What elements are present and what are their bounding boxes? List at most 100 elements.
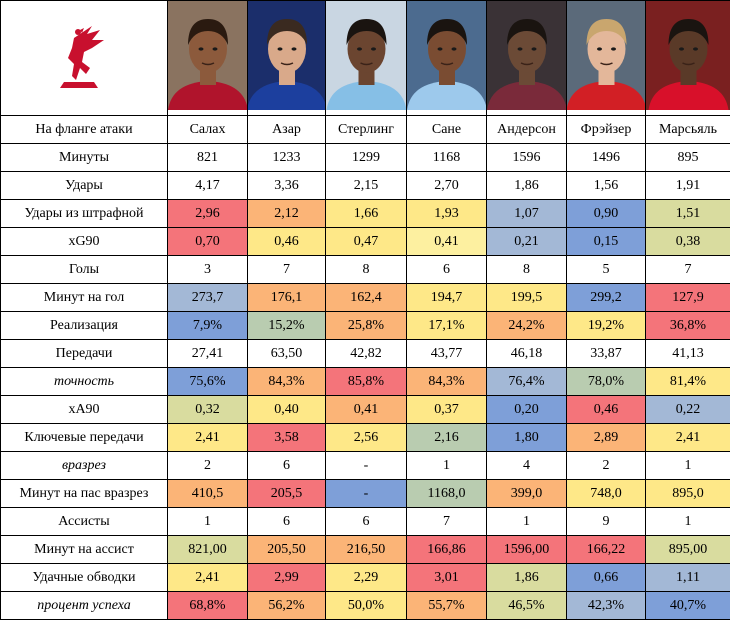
stat-cell: 68,8% <box>168 592 248 620</box>
stat-cell: 3 <box>168 256 248 284</box>
stat-cell: 6 <box>407 256 487 284</box>
stat-cell: 6 <box>248 508 326 536</box>
player-photo-cell <box>567 1 646 116</box>
stat-cell: 55,7% <box>407 592 487 620</box>
stat-cell: 7 <box>646 256 730 284</box>
stat-label: Голы <box>1 256 168 284</box>
stat-cell: 7,9% <box>168 312 248 340</box>
stat-cell: 0,47 <box>326 228 407 256</box>
stat-cell: 895 <box>646 144 730 172</box>
stat-cell: 1 <box>646 452 730 480</box>
stat-cell: 2 <box>567 452 646 480</box>
stat-cell: 0,20 <box>487 396 567 424</box>
stat-cell: 15,2% <box>248 312 326 340</box>
stat-cell: 2,70 <box>407 172 487 200</box>
stat-cell: 0,40 <box>248 396 326 424</box>
stat-cell: 0,46 <box>567 396 646 424</box>
stat-label: Удары из штрафной <box>1 200 168 228</box>
stat-cell: 0,32 <box>168 396 248 424</box>
stat-cell: 1168 <box>407 144 487 172</box>
stat-label: вразрез <box>1 452 168 480</box>
stat-cell: 2,15 <box>326 172 407 200</box>
stat-cell: 0,66 <box>567 564 646 592</box>
stat-cell: 1,66 <box>326 200 407 228</box>
player-photo-cell <box>487 1 567 116</box>
stat-label: Передачи <box>1 340 168 368</box>
stat-cell: 194,7 <box>407 284 487 312</box>
stat-cell: 1,80 <box>487 424 567 452</box>
stat-cell: 0,22 <box>646 396 730 424</box>
stat-cell: 205,50 <box>248 536 326 564</box>
stat-cell: 2,99 <box>248 564 326 592</box>
player-name: Сане <box>407 116 487 144</box>
liverbird-icon <box>54 18 114 98</box>
stat-cell: 33,87 <box>567 340 646 368</box>
player-name: Марсьяль <box>646 116 730 144</box>
stat-cell: 0,37 <box>407 396 487 424</box>
stat-cell: 2,41 <box>646 424 730 452</box>
player-name: Андерсон <box>487 116 567 144</box>
stat-cell: 2,41 <box>168 564 248 592</box>
player-photo-cell <box>168 1 248 116</box>
stat-label: Минут на гол <box>1 284 168 312</box>
stat-cell: 0,46 <box>248 228 326 256</box>
stat-cell: 748,0 <box>567 480 646 508</box>
stat-cell: 8 <box>487 256 567 284</box>
stat-cell: - <box>326 452 407 480</box>
stat-cell: 1596,00 <box>487 536 567 564</box>
stat-label: xA90 <box>1 396 168 424</box>
stat-cell: 1 <box>646 508 730 536</box>
stat-label: Удачные обводки <box>1 564 168 592</box>
stat-label: точность <box>1 368 168 396</box>
stat-cell: 17,1% <box>407 312 487 340</box>
stat-cell: 1,11 <box>646 564 730 592</box>
header-row-label: На фланге атаки <box>1 116 168 144</box>
player-photo <box>487 1 567 110</box>
stat-cell: 6 <box>326 508 407 536</box>
stat-cell: 1168,0 <box>407 480 487 508</box>
stat-cell: 2,96 <box>168 200 248 228</box>
player-photo <box>646 1 730 110</box>
stat-cell: 3,36 <box>248 172 326 200</box>
stat-label: Минуты <box>1 144 168 172</box>
stat-cell: 0,38 <box>646 228 730 256</box>
stat-cell: 1 <box>168 508 248 536</box>
stat-cell: 1,91 <box>646 172 730 200</box>
stat-cell: 216,50 <box>326 536 407 564</box>
player-photo <box>407 1 487 110</box>
stat-cell: 75,6% <box>168 368 248 396</box>
stat-cell: 56,2% <box>248 592 326 620</box>
photo-row <box>1 1 730 116</box>
club-logo-cell <box>1 1 168 116</box>
stat-cell: 50,0% <box>326 592 407 620</box>
stat-cell: 399,0 <box>487 480 567 508</box>
stat-cell: 176,1 <box>248 284 326 312</box>
stat-cell: 63,50 <box>248 340 326 368</box>
stat-cell: 166,86 <box>407 536 487 564</box>
stat-cell: 0,41 <box>407 228 487 256</box>
stat-cell: 8 <box>326 256 407 284</box>
stat-cell: 1496 <box>567 144 646 172</box>
stat-cell: 0,70 <box>168 228 248 256</box>
stat-cell: 84,3% <box>407 368 487 396</box>
stat-cell: 27,41 <box>168 340 248 368</box>
player-photo-cell <box>248 1 326 116</box>
stat-cell: 24,2% <box>487 312 567 340</box>
stat-cell: 1,56 <box>567 172 646 200</box>
stat-cell: 9 <box>567 508 646 536</box>
stat-cell: 25,8% <box>326 312 407 340</box>
stat-cell: 821 <box>168 144 248 172</box>
stat-label: Удары <box>1 172 168 200</box>
stat-cell: 2,12 <box>248 200 326 228</box>
stat-label: Реализация <box>1 312 168 340</box>
stat-label: Ключевые передачи <box>1 424 168 452</box>
